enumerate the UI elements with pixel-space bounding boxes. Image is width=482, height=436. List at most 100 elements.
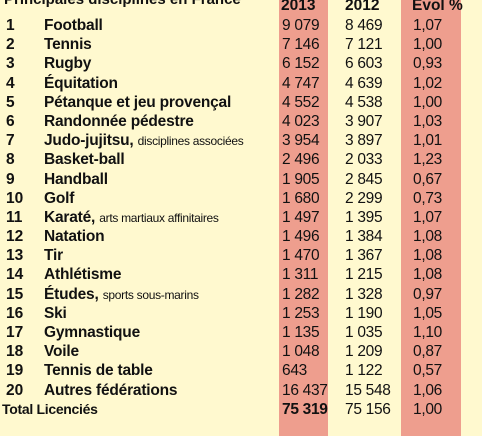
header-2013: 2013 xyxy=(281,0,316,14)
rank-number: 20 xyxy=(6,381,24,399)
evolution-value: 1,03 xyxy=(413,112,442,130)
licences-2013: 4 552 xyxy=(282,93,320,111)
discipline-subtitle: disciplines associées xyxy=(137,134,244,149)
licences-2013: 1 048 xyxy=(282,343,320,361)
discipline-name: Études, xyxy=(44,285,99,303)
licences-2012: 7 121 xyxy=(345,36,383,54)
licences-2012: 2 299 xyxy=(345,189,383,207)
discipline-cell: Pétanque et jeu provençal xyxy=(44,93,231,112)
licences-2012: 1 035 xyxy=(345,324,383,341)
discipline-cell: Handball xyxy=(44,170,108,189)
discipline-cell: Tennis xyxy=(44,35,92,54)
rank-number: 11 xyxy=(6,208,23,226)
rank-number: 9 xyxy=(6,170,15,188)
licences-2013: 1 680 xyxy=(282,189,320,207)
evolution-value: 0,57 xyxy=(413,362,442,380)
licences-2012: 1 215 xyxy=(345,266,383,284)
rank-number: 17 xyxy=(6,324,24,341)
table-row: 19 Tennis de table 643 1 122 0,57 xyxy=(0,361,482,380)
discipline-cell: Tennis de table xyxy=(44,361,153,380)
licences-2012: 2 033 xyxy=(345,151,383,169)
licences-2012: 1 384 xyxy=(345,228,383,246)
discipline-name: Tir xyxy=(44,247,63,265)
rank-number: 10 xyxy=(6,189,24,207)
table-row: 14 Athlétisme 1 311 1 215 1,08 xyxy=(0,265,482,284)
discipline-cell: Études, sports sous-marins xyxy=(44,285,199,305)
table-row: 20 Autres fédérations 16 437 15 548 1,06 xyxy=(0,381,482,400)
discipline-name: Natation xyxy=(44,228,105,246)
table-row: 15 Études, sports sous-marins 1 282 1 328 0,… xyxy=(0,285,482,304)
evolution-value: 1,08 xyxy=(413,247,442,265)
discipline-name: Football xyxy=(44,17,103,34)
licences-2013: 1 905 xyxy=(282,170,320,188)
discipline-subtitle: sports sous-marins xyxy=(102,287,199,302)
table-row: 13 Tir 1 470 1 367 1,08 xyxy=(0,246,482,265)
licences-2013: 1 470 xyxy=(282,247,320,265)
licences-2012: 2 845 xyxy=(345,170,383,188)
table-row: 1 Football 9 079 8 469 1,07 xyxy=(0,16,482,35)
evolution-value: 0,97 xyxy=(413,285,442,303)
discipline-name: Basket-ball xyxy=(44,151,125,169)
licences-2012: 1 209 xyxy=(345,343,383,361)
discipline-name: Rugby xyxy=(44,55,92,73)
licences-2012: 1 190 xyxy=(345,304,383,322)
discipline-name: Tennis de table xyxy=(44,362,153,380)
rank-number: 8 xyxy=(6,151,15,169)
discipline-cell: Karaté, arts martiaux affinitaires xyxy=(44,208,219,228)
licences-2012: 3 907 xyxy=(345,112,383,130)
licences-2012: 1 367 xyxy=(345,247,383,265)
evolution-value: 1,08 xyxy=(413,266,442,284)
rank-number: 1 xyxy=(6,17,15,34)
licences-2012: 3 897 xyxy=(345,132,383,150)
discipline-cell: Basket-ball xyxy=(44,150,125,169)
discipline-name: Karaté, xyxy=(44,208,96,226)
evolution-value: 0,93 xyxy=(413,55,442,73)
table-row: 3 Rugby 6 152 6 603 0,93 xyxy=(0,54,482,73)
table-row: 2 Tennis 7 146 7 121 1,00 xyxy=(0,35,482,54)
discipline-name: Tennis xyxy=(44,36,92,54)
rank-number: 7 xyxy=(6,132,15,150)
table-row: 7 Judo-jujitsu, disciplines associées 3 95… xyxy=(0,131,482,150)
column-evol-highlight xyxy=(401,0,461,436)
table-row: 4 Équitation 4 747 4 639 1,02 xyxy=(0,74,482,93)
discipline-table: 1 Football 9 079 8 469 1,07 2 Tennis 7 146 7 121… xyxy=(0,16,482,419)
discipline-cell: Golf xyxy=(44,189,74,208)
evolution-value: 1,01 xyxy=(413,132,442,150)
licences-2013: 6 152 xyxy=(282,55,320,73)
licences-2013: 3 954 xyxy=(282,132,320,150)
licences-2013: 9 079 xyxy=(282,17,320,34)
licences-2013: 16 437 xyxy=(282,381,328,399)
column-2013-highlight xyxy=(279,0,328,436)
table-title: Principales disciplines en France xyxy=(4,0,241,8)
evolution-value: 1,00 xyxy=(413,36,442,54)
total-evolution: 1,00 xyxy=(413,400,442,418)
licences-2012: 4 639 xyxy=(345,74,383,92)
licences-2013: 1 496 xyxy=(282,228,320,246)
licences-2012: 1 328 xyxy=(345,285,383,303)
licences-2013: 7 146 xyxy=(282,36,320,54)
licences-2013: 1 253 xyxy=(282,304,320,322)
header-evol: Évol % xyxy=(412,0,463,14)
table-row: 12 Natation 1 496 1 384 1,08 xyxy=(0,227,482,246)
evolution-value: 0,67 xyxy=(413,170,442,188)
table-row: 10 Golf 1 680 2 299 0,73 xyxy=(0,189,482,208)
rank-number: 19 xyxy=(6,362,24,380)
evolution-value: 1,00 xyxy=(413,93,442,111)
rank-number: 5 xyxy=(6,93,15,111)
evolution-value: 1,07 xyxy=(413,17,442,34)
rank-number: 14 xyxy=(6,266,24,284)
rank-number: 12 xyxy=(6,228,24,246)
discipline-cell: Randonnée pédestre xyxy=(44,112,194,131)
discipline-cell: Équitation xyxy=(44,74,118,93)
table-row: 17 Gymnastique 1 135 1 035 1,10 xyxy=(0,323,482,342)
discipline-cell: Voile xyxy=(44,342,79,361)
total-label: Total Licenciés xyxy=(2,400,98,417)
discipline-name: Équitation xyxy=(44,74,118,92)
licences-2013: 4 747 xyxy=(282,74,320,92)
licences-2012: 15 548 xyxy=(345,381,391,399)
discipline-cell: Football xyxy=(44,16,103,35)
table-row: 16 Ski 1 253 1 190 1,05 xyxy=(0,304,482,323)
licences-2012: 8 469 xyxy=(345,17,383,34)
rank-number: 16 xyxy=(6,304,24,322)
discipline-cell: Ski xyxy=(44,304,67,323)
